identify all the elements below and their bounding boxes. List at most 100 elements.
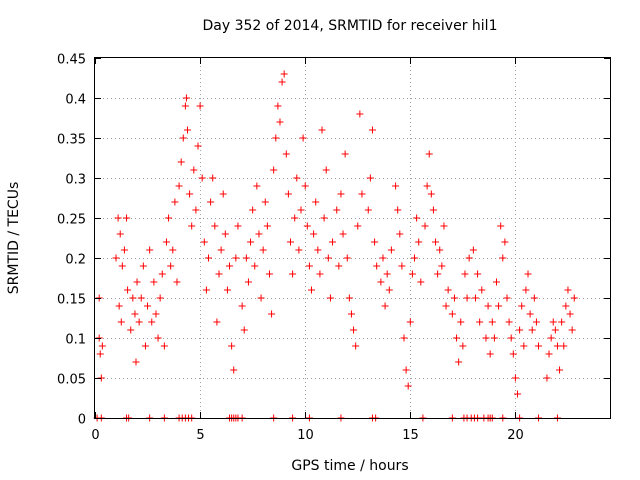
data-point	[259, 246, 267, 254]
data-point	[144, 302, 152, 310]
data-point	[282, 150, 290, 158]
data-point	[442, 302, 450, 310]
data-point	[127, 326, 135, 334]
plot-frame	[94, 57, 611, 419]
data-point	[301, 182, 309, 190]
data-point	[528, 326, 536, 334]
data-point	[226, 262, 234, 270]
data-point	[562, 302, 570, 310]
y-axis-title: SRMTID / TECUs	[6, 182, 22, 295]
data-point	[465, 254, 473, 262]
data-point	[478, 286, 486, 294]
data-point	[129, 294, 137, 302]
data-point	[457, 318, 465, 326]
data-point	[492, 278, 500, 286]
data-point	[303, 222, 311, 230]
data-point	[505, 318, 513, 326]
data-point	[398, 262, 406, 270]
y-tick-label: 0.25	[57, 213, 86, 228]
data-point	[228, 342, 236, 350]
data-point	[373, 262, 381, 270]
data-point	[202, 286, 210, 294]
chart-title: Day 352 of 2014, SRMTID for receiver hil…	[203, 18, 498, 34]
data-point	[251, 262, 259, 270]
data-point	[299, 134, 307, 142]
data-point	[280, 70, 288, 78]
data-point	[421, 222, 429, 230]
data-point	[318, 126, 326, 134]
data-point	[181, 102, 189, 110]
data-point	[461, 270, 469, 278]
data-point	[293, 174, 301, 182]
data-point	[253, 182, 261, 190]
data-point	[160, 342, 168, 350]
data-point	[499, 254, 507, 262]
data-point	[366, 174, 374, 182]
data-point	[188, 222, 196, 230]
data-point	[530, 294, 538, 302]
x-tick-label: 10	[297, 428, 314, 443]
data-point	[234, 222, 242, 230]
data-point	[417, 278, 425, 286]
data-point	[96, 350, 104, 358]
data-point	[120, 246, 128, 254]
data-point	[383, 270, 391, 278]
data-point	[503, 294, 511, 302]
x-tick-label: 15	[402, 428, 419, 443]
data-point	[404, 382, 412, 390]
data-point	[265, 270, 273, 278]
data-point	[200, 238, 208, 246]
data-point	[381, 302, 389, 310]
data-point	[413, 214, 421, 222]
data-point	[333, 206, 341, 214]
data-point	[124, 286, 132, 294]
data-point	[270, 166, 278, 174]
data-point	[497, 222, 505, 230]
data-point	[463, 294, 471, 302]
y-tick-label: 0.3	[65, 173, 86, 188]
data-point	[135, 318, 143, 326]
data-point	[217, 246, 225, 254]
data-point	[549, 318, 557, 326]
data-point	[486, 350, 494, 358]
data-point	[396, 230, 404, 238]
data-point	[162, 238, 170, 246]
data-point	[427, 190, 435, 198]
data-point	[165, 214, 173, 222]
data-point	[450, 294, 458, 302]
data-point	[244, 278, 252, 286]
data-point	[425, 150, 433, 158]
x-tick-label: 20	[507, 428, 524, 443]
data-point	[132, 358, 140, 366]
data-point	[131, 310, 139, 318]
data-point	[305, 262, 313, 270]
data-point	[247, 238, 255, 246]
data-point	[337, 190, 345, 198]
data-point	[358, 190, 366, 198]
data-point	[476, 318, 484, 326]
data-point	[171, 198, 179, 206]
data-point	[524, 270, 532, 278]
data-point	[116, 230, 124, 238]
data-point	[535, 342, 543, 350]
data-point	[406, 318, 414, 326]
data-point	[230, 366, 238, 374]
data-point	[469, 246, 477, 254]
data-point	[312, 198, 320, 206]
x-axis-title: GPS time / hours	[291, 458, 408, 474]
data-point	[213, 318, 221, 326]
data-point	[453, 334, 461, 342]
data-point	[411, 254, 419, 262]
data-point	[553, 342, 561, 350]
data-point	[514, 390, 522, 398]
data-point	[322, 166, 330, 174]
data-point	[115, 302, 123, 310]
data-point	[207, 198, 215, 206]
data-point	[242, 254, 250, 262]
data-point	[560, 342, 568, 350]
data-point	[249, 206, 257, 214]
data-point	[314, 246, 322, 254]
data-point	[182, 94, 190, 102]
data-point	[278, 78, 286, 86]
